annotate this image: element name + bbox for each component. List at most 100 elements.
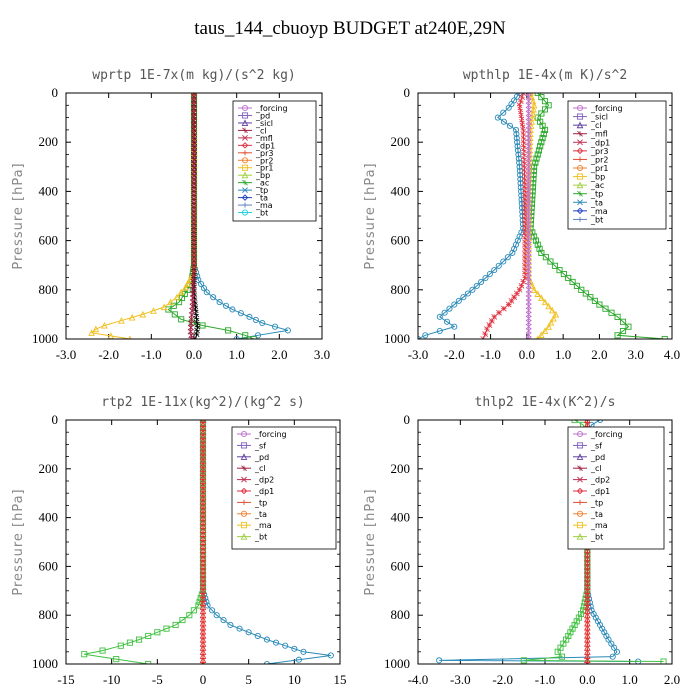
legend-marker <box>577 156 583 163</box>
data-point <box>469 286 476 293</box>
data-point <box>613 648 621 655</box>
data-point <box>254 632 261 639</box>
data-point <box>199 599 207 607</box>
y-axis-label: Pressure [hPa] <box>363 488 378 595</box>
series-line-cl <box>190 93 195 339</box>
data-point <box>441 309 448 316</box>
data-point <box>199 635 207 643</box>
plot-frame <box>65 92 323 340</box>
legend-marker <box>242 134 248 141</box>
x-tick-label: -1.0 <box>480 347 501 362</box>
plot-frame <box>417 92 673 340</box>
data-point <box>199 485 207 493</box>
data-point <box>584 599 591 607</box>
data-point <box>199 481 207 489</box>
legend-marker <box>576 104 584 112</box>
data-point <box>538 294 545 302</box>
data-point <box>491 267 498 274</box>
data-point <box>541 126 549 133</box>
series-line-dp2 <box>84 420 204 664</box>
legend-label: _ta <box>590 198 603 207</box>
data-point <box>535 147 543 154</box>
data-point <box>460 294 467 301</box>
legend-label: _pr2 <box>255 156 273 165</box>
data-point <box>199 607 207 615</box>
data-point <box>178 316 185 323</box>
data-point <box>436 313 443 320</box>
legend-label: _ta <box>255 194 268 203</box>
data-point <box>516 102 523 109</box>
data-point <box>531 233 538 240</box>
data-point <box>541 106 549 113</box>
data-point <box>545 323 552 330</box>
legend-marker <box>576 121 584 129</box>
data-point <box>145 632 152 639</box>
legend-label: _pd <box>590 453 605 462</box>
y-tick-label: 400 <box>391 183 411 198</box>
data-point <box>213 612 220 619</box>
legend-label: _ma <box>590 521 608 530</box>
data-point <box>513 130 520 138</box>
data-point <box>182 283 189 291</box>
x-tick-label: 1.0 <box>229 347 245 362</box>
legend-marker <box>577 499 583 505</box>
legend-marker <box>241 142 249 149</box>
data-point <box>558 653 565 660</box>
data-point <box>584 550 591 558</box>
legend-marker <box>240 430 248 438</box>
data-point <box>540 130 547 138</box>
data-point <box>584 579 591 586</box>
legend-label: _cl <box>590 464 602 473</box>
data-point <box>188 336 195 339</box>
plot-frame <box>65 419 341 665</box>
data-point <box>236 625 243 632</box>
data-point <box>486 271 493 278</box>
legend-marker <box>242 179 248 186</box>
legend-marker <box>577 130 583 137</box>
legend-marker <box>241 465 247 472</box>
data-point <box>578 286 585 293</box>
legend-marker <box>576 164 584 172</box>
data-point <box>199 558 207 566</box>
y-tick-label: 200 <box>39 134 59 149</box>
data-point <box>584 652 591 659</box>
data-point <box>198 281 205 288</box>
data-point <box>584 607 591 615</box>
data-point <box>534 241 541 248</box>
plot-area <box>88 93 291 339</box>
legend-marker <box>576 430 584 438</box>
data-point <box>551 262 559 269</box>
data-point <box>518 282 525 289</box>
legend-label: _dp2 <box>254 476 274 485</box>
data-point <box>573 618 580 625</box>
legend-label: _tp <box>254 498 267 507</box>
data-point <box>263 636 270 643</box>
data-point <box>494 114 501 121</box>
x-tick-label: 0.0 <box>186 347 202 362</box>
data-point <box>491 313 498 320</box>
legend-marker <box>576 442 584 449</box>
data-point <box>186 612 193 619</box>
data-point <box>199 627 207 635</box>
data-point <box>199 444 207 452</box>
y-tick-label: 0 <box>52 412 59 427</box>
chart-title: rtp2 1E-11x(kg^2)/(kg^2 s) <box>101 395 305 410</box>
data-point <box>446 305 453 312</box>
data-point <box>584 648 591 655</box>
legend-label: _ma <box>255 201 273 210</box>
x-tick-label: 2.0 <box>271 347 287 362</box>
data-point <box>608 640 615 647</box>
data-point <box>520 657 527 664</box>
legend-box <box>567 426 665 550</box>
data-point <box>525 336 532 339</box>
legend-label: _ta <box>254 510 267 519</box>
data-point <box>532 159 539 166</box>
data-point <box>505 104 512 111</box>
y-tick-label: 800 <box>39 607 59 622</box>
data-point <box>504 254 511 261</box>
data-point <box>506 122 513 129</box>
data-point <box>514 147 522 154</box>
data-point <box>199 428 207 436</box>
data-point <box>584 574 591 582</box>
